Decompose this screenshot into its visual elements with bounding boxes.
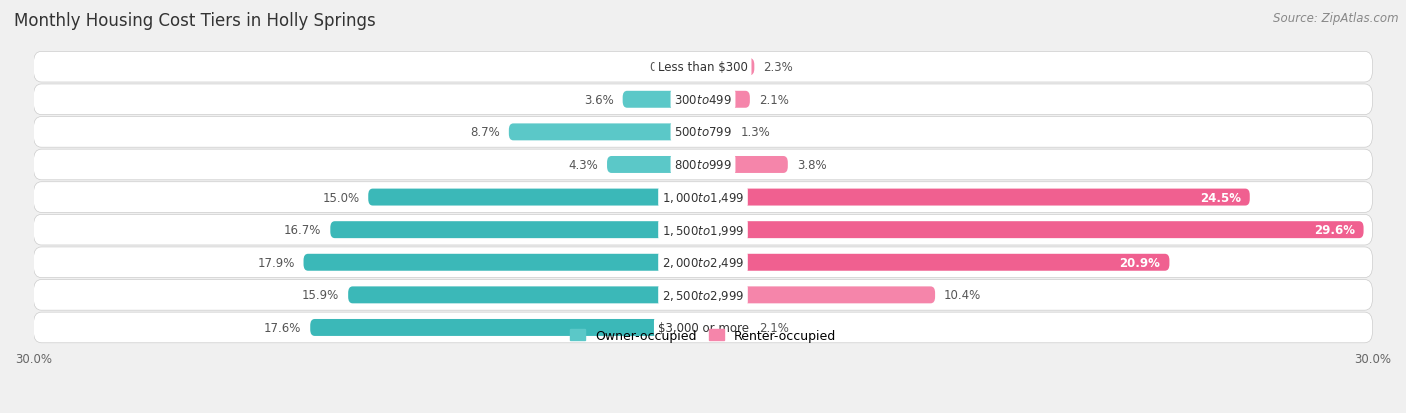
- FancyBboxPatch shape: [34, 182, 1372, 213]
- FancyBboxPatch shape: [509, 124, 703, 141]
- Text: Monthly Housing Cost Tiers in Holly Springs: Monthly Housing Cost Tiers in Holly Spri…: [14, 12, 375, 30]
- FancyBboxPatch shape: [330, 222, 703, 239]
- FancyBboxPatch shape: [34, 85, 1372, 115]
- FancyBboxPatch shape: [703, 222, 1364, 239]
- FancyBboxPatch shape: [349, 287, 703, 304]
- FancyBboxPatch shape: [703, 319, 749, 336]
- Text: 20.9%: 20.9%: [1119, 256, 1160, 269]
- Text: $3,000 or more: $3,000 or more: [658, 321, 748, 334]
- FancyBboxPatch shape: [368, 189, 703, 206]
- FancyBboxPatch shape: [304, 254, 703, 271]
- Text: 0.34%: 0.34%: [650, 61, 686, 74]
- Text: Source: ZipAtlas.com: Source: ZipAtlas.com: [1274, 12, 1399, 25]
- FancyBboxPatch shape: [703, 92, 749, 109]
- Text: 15.0%: 15.0%: [322, 191, 360, 204]
- Text: 17.6%: 17.6%: [264, 321, 301, 334]
- Text: 3.8%: 3.8%: [797, 159, 827, 171]
- FancyBboxPatch shape: [607, 157, 703, 173]
- FancyBboxPatch shape: [703, 189, 1250, 206]
- FancyBboxPatch shape: [703, 157, 787, 173]
- Text: 2.1%: 2.1%: [759, 94, 789, 107]
- FancyBboxPatch shape: [623, 92, 703, 109]
- FancyBboxPatch shape: [311, 319, 703, 336]
- Text: 15.9%: 15.9%: [302, 289, 339, 301]
- Text: 16.7%: 16.7%: [284, 223, 322, 237]
- FancyBboxPatch shape: [34, 117, 1372, 148]
- Text: 24.5%: 24.5%: [1199, 191, 1241, 204]
- Text: 29.6%: 29.6%: [1313, 223, 1354, 237]
- Text: $500 to $799: $500 to $799: [673, 126, 733, 139]
- Text: $2,500 to $2,999: $2,500 to $2,999: [662, 288, 744, 302]
- FancyBboxPatch shape: [34, 150, 1372, 180]
- Text: 4.3%: 4.3%: [568, 159, 598, 171]
- FancyBboxPatch shape: [34, 312, 1372, 343]
- Text: 3.6%: 3.6%: [583, 94, 614, 107]
- Text: $1,500 to $1,999: $1,500 to $1,999: [662, 223, 744, 237]
- FancyBboxPatch shape: [703, 59, 755, 76]
- Text: 1.3%: 1.3%: [741, 126, 770, 139]
- FancyBboxPatch shape: [34, 280, 1372, 311]
- FancyBboxPatch shape: [703, 254, 1170, 271]
- Text: Less than $300: Less than $300: [658, 61, 748, 74]
- Text: $300 to $499: $300 to $499: [673, 94, 733, 107]
- Text: $800 to $999: $800 to $999: [673, 159, 733, 171]
- Text: 2.1%: 2.1%: [759, 321, 789, 334]
- Text: 10.4%: 10.4%: [943, 289, 981, 301]
- FancyBboxPatch shape: [703, 124, 733, 141]
- FancyBboxPatch shape: [34, 247, 1372, 278]
- FancyBboxPatch shape: [696, 59, 703, 76]
- Text: $2,000 to $2,499: $2,000 to $2,499: [662, 256, 744, 270]
- Text: 8.7%: 8.7%: [470, 126, 501, 139]
- FancyBboxPatch shape: [703, 287, 935, 304]
- Text: 17.9%: 17.9%: [257, 256, 295, 269]
- Text: 2.3%: 2.3%: [763, 61, 793, 74]
- FancyBboxPatch shape: [34, 215, 1372, 245]
- FancyBboxPatch shape: [34, 52, 1372, 83]
- Text: $1,000 to $1,499: $1,000 to $1,499: [662, 191, 744, 204]
- Legend: Owner-occupied, Renter-occupied: Owner-occupied, Renter-occupied: [565, 324, 841, 347]
